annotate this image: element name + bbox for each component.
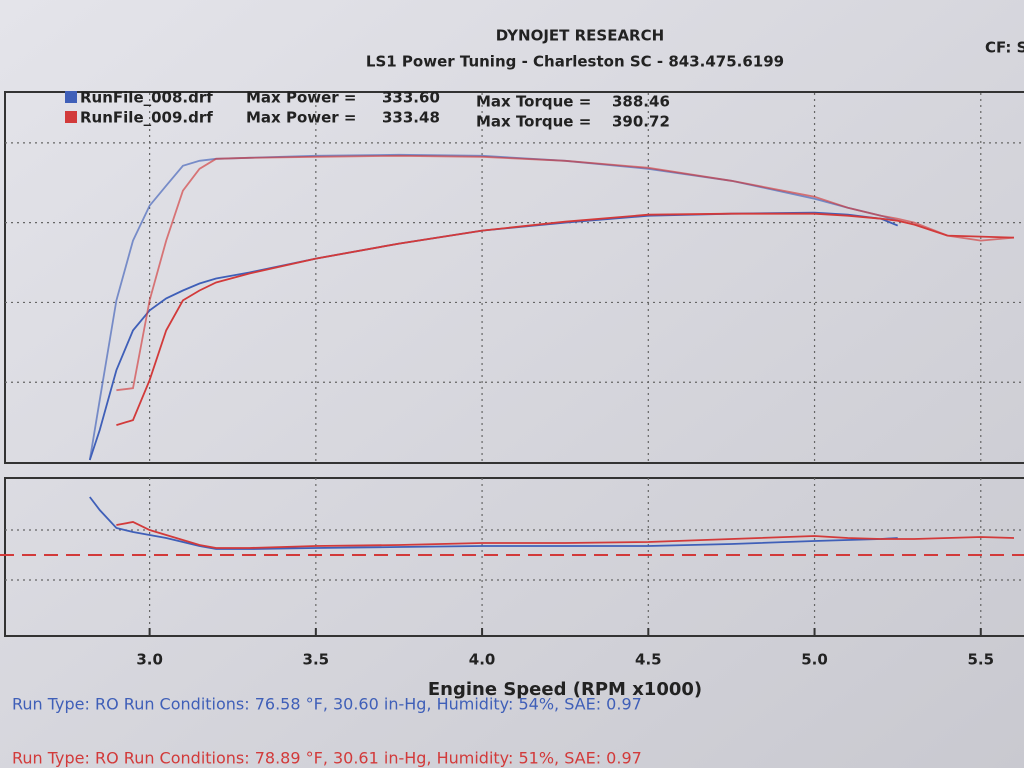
- x-tick-label: 4.5: [635, 651, 662, 669]
- legend-power-value: 333.60: [382, 89, 440, 107]
- legend-swatch: [65, 111, 77, 123]
- bottom-panel-frame: [4, 477, 1024, 637]
- chart-title: DYNOJET RESEARCH: [496, 27, 664, 45]
- afr-line: [116, 521, 1015, 549]
- legend-name: RunFile_009.drf: [80, 109, 213, 127]
- legend-torque-text: Max Torque =: [476, 93, 591, 111]
- x-tick-label: 3.0: [136, 651, 163, 669]
- legend-torque-text: Max Torque =: [476, 113, 591, 131]
- x-tick-label: 5.0: [801, 651, 828, 669]
- top-panel-frame: [4, 91, 1024, 464]
- torque-line: [116, 154, 1015, 392]
- legend-torque-value: 390.72: [612, 113, 670, 131]
- power-line: [116, 212, 1015, 426]
- afr-line: [89, 496, 898, 550]
- x-tick-label: 4.0: [469, 651, 496, 669]
- legend-name: RunFile_008.drf: [80, 89, 213, 107]
- run-conditions: Run Type: RO Run Conditions: 76.58 °F, 3…: [12, 695, 642, 714]
- legend-swatch: [65, 91, 77, 103]
- x-tick-label: 5.5: [967, 651, 994, 669]
- chart-subtitle: LS1 Power Tuning - Charleston SC - 843.4…: [366, 53, 784, 71]
- correction-factor: CF: S: [985, 39, 1024, 57]
- legend-torque-value: 388.46: [612, 93, 670, 111]
- legend-power-value: 333.48: [382, 109, 440, 127]
- legend-power-text: Max Power =: [246, 89, 356, 107]
- plot: 3.0 3.5 4.0 4.5 5.0 5.5 RunFile_008.drf Max Pow…: [0, 89, 1024, 768]
- x-axis-label: Engine Speed (RPM x1000): [428, 679, 702, 700]
- legend-power-text: Max Power =: [246, 109, 356, 127]
- x-tick-label: 3.5: [303, 651, 330, 669]
- run-conditions: Run Type: RO Run Conditions: 78.89 °F, 3…: [12, 749, 642, 768]
